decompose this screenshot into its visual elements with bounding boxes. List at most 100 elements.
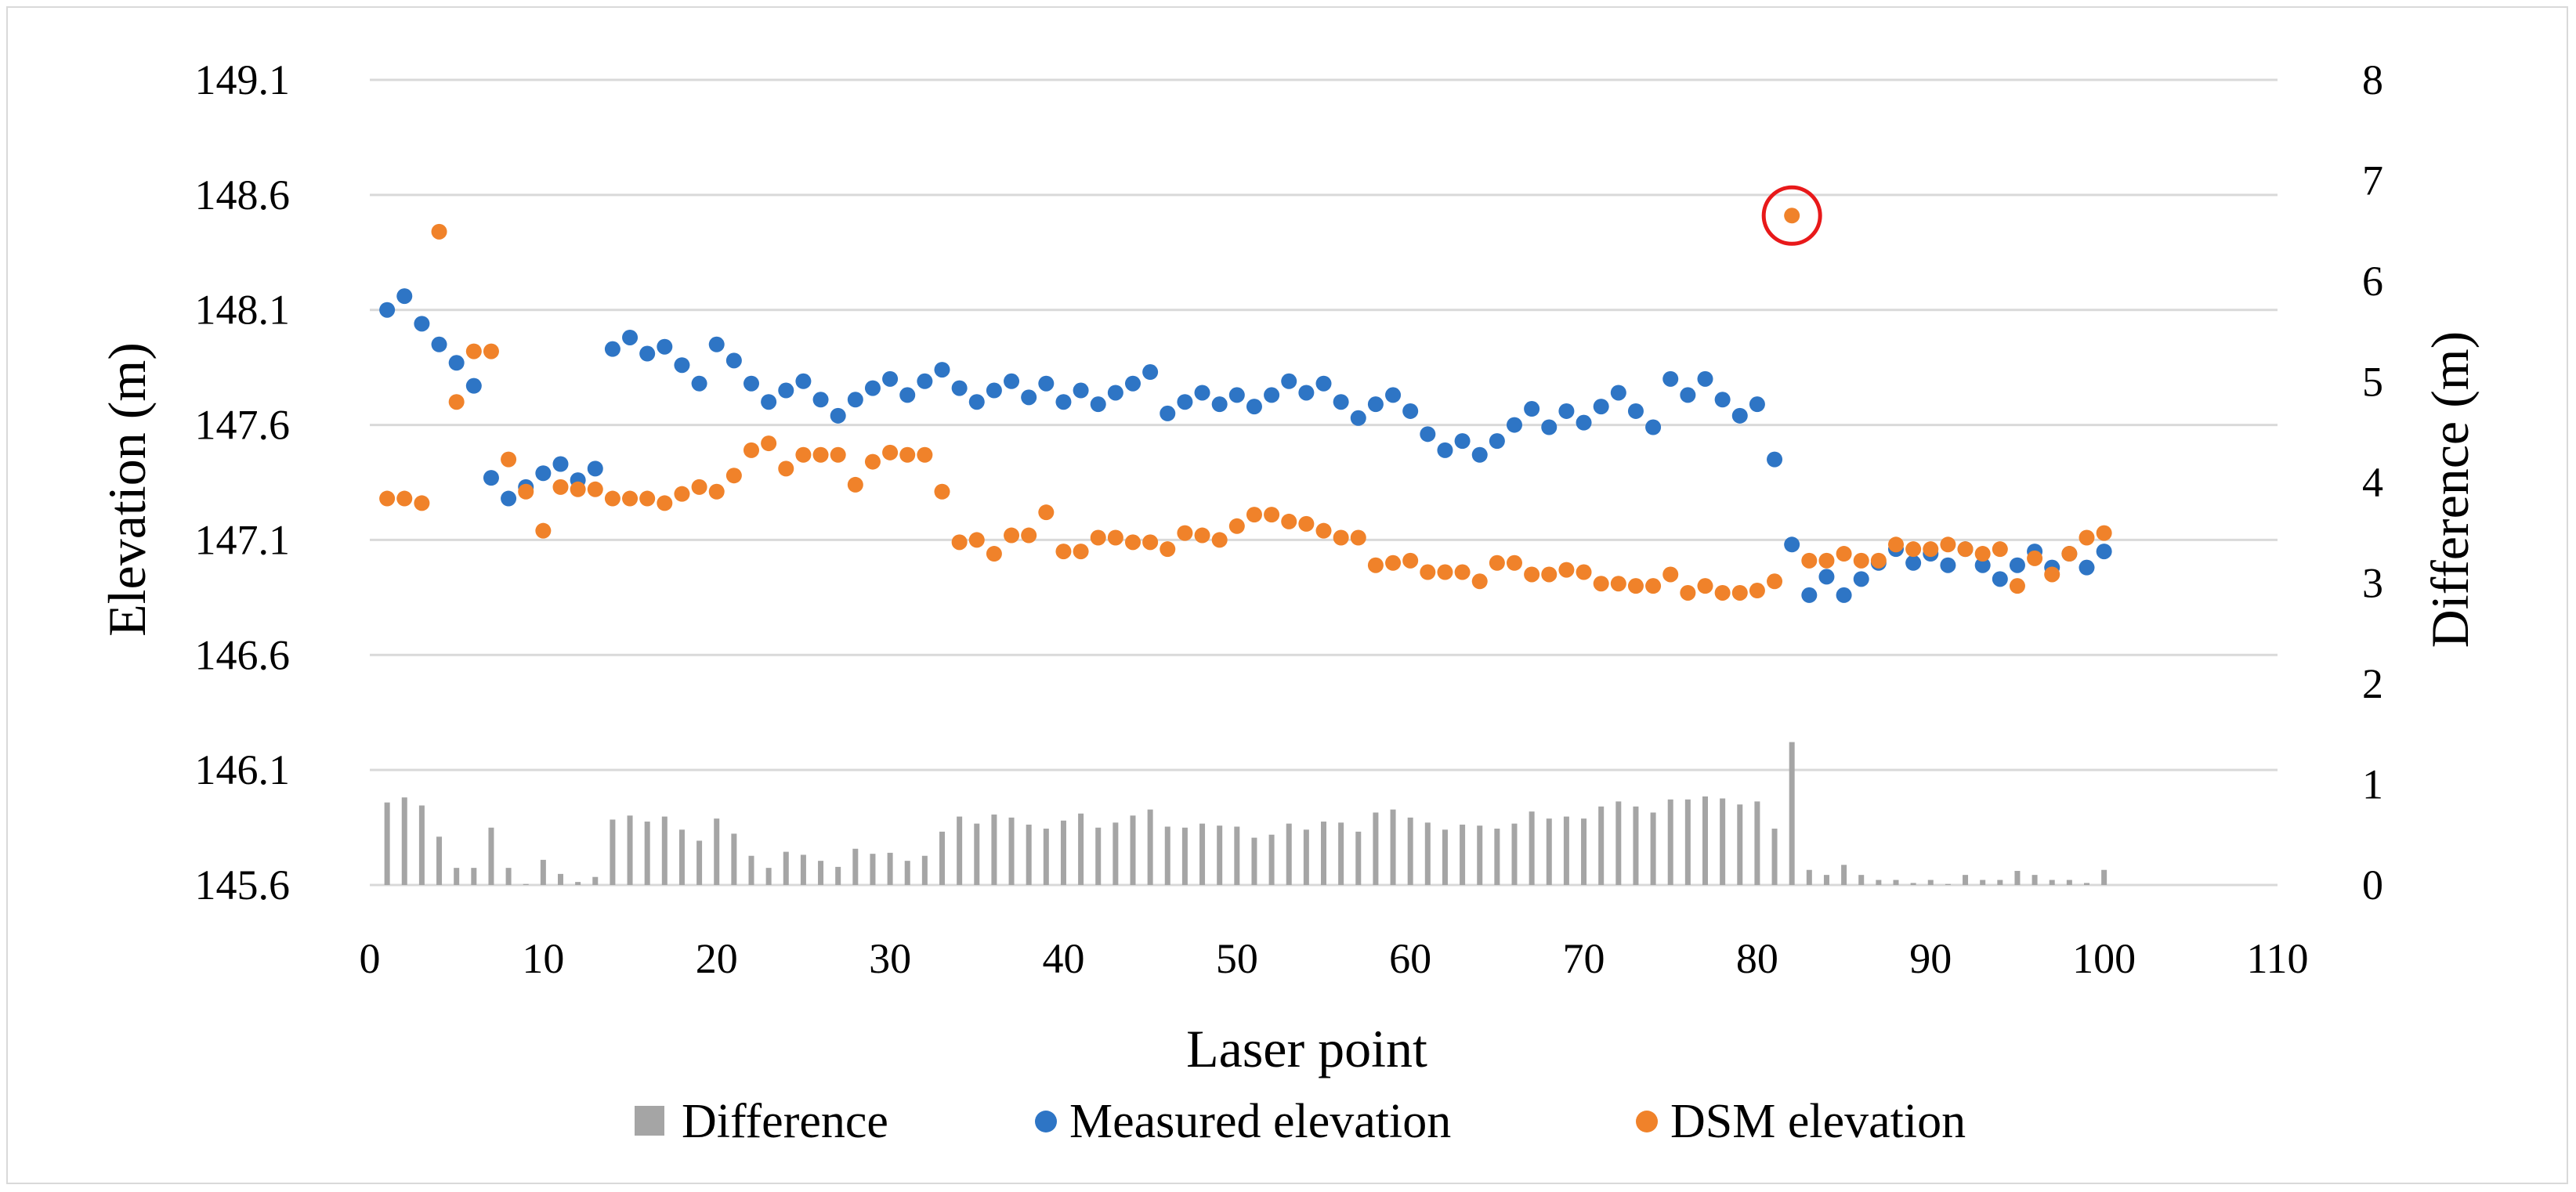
x-tick-label: 80 bbox=[1736, 935, 1778, 982]
difference-bar bbox=[1373, 812, 1379, 885]
measured-point bbox=[1627, 403, 1644, 419]
dsm-point bbox=[1021, 527, 1037, 544]
dsm-point bbox=[2009, 578, 2025, 594]
difference-bar bbox=[1858, 875, 1865, 885]
measured-point bbox=[1073, 382, 1089, 399]
measured-point bbox=[535, 465, 552, 482]
dsm-point bbox=[1731, 584, 1748, 601]
dsm-point bbox=[379, 490, 396, 507]
dsm-point bbox=[1177, 525, 1193, 541]
dsm-point bbox=[518, 483, 534, 500]
difference-bar bbox=[1546, 818, 1552, 885]
measured-point bbox=[1714, 392, 1731, 408]
difference-bar bbox=[1008, 817, 1015, 885]
dsm-point bbox=[1714, 584, 1731, 601]
dsm-point bbox=[1489, 554, 1505, 571]
difference-bar bbox=[1355, 831, 1362, 885]
difference-bar bbox=[2066, 880, 2072, 885]
difference-bar bbox=[1841, 865, 1847, 885]
dsm-point bbox=[1350, 529, 1366, 546]
difference-bar bbox=[1563, 816, 1569, 885]
y2-tick-label: 4 bbox=[2362, 459, 2383, 506]
measured-point bbox=[1610, 385, 1626, 401]
dsm-point bbox=[431, 223, 447, 240]
dsm-point bbox=[1125, 534, 1141, 551]
dsm-point bbox=[1749, 583, 1765, 599]
measured-point bbox=[1228, 387, 1245, 403]
dsm-point bbox=[1211, 532, 1228, 548]
y-axis-ticks: 145.6 146.1 146.6 147.1 147.6 148.1 148.6 149.1 bbox=[195, 56, 291, 908]
measured-point bbox=[1160, 405, 1176, 421]
y-tick-label: 147.1 bbox=[195, 516, 291, 563]
x-tick-label: 110 bbox=[2247, 935, 2309, 982]
difference-bar bbox=[558, 873, 563, 885]
dsm-point bbox=[1420, 564, 1436, 580]
dsm-point bbox=[1593, 576, 1609, 592]
difference-bar bbox=[2101, 869, 2107, 885]
measured-point bbox=[1767, 451, 1783, 468]
difference-bar bbox=[1095, 827, 1102, 885]
difference-bar bbox=[2031, 875, 2038, 885]
dsm-point bbox=[1818, 552, 1835, 569]
measured-point bbox=[2079, 559, 2095, 576]
dsm-point bbox=[1073, 544, 1089, 560]
measured-point bbox=[1645, 419, 1662, 435]
difference-bar bbox=[1147, 809, 1153, 885]
dsm-point bbox=[1402, 552, 1419, 569]
dsm-point bbox=[1870, 552, 1887, 569]
measured-point bbox=[778, 382, 794, 399]
x-tick-label: 60 bbox=[1389, 935, 1431, 982]
x-tick-label: 20 bbox=[696, 935, 738, 982]
dsm-point bbox=[917, 446, 933, 463]
difference-bar bbox=[1511, 823, 1518, 885]
measured-point bbox=[1801, 587, 1818, 603]
dsm-point bbox=[691, 479, 707, 495]
measured-point bbox=[1264, 387, 1280, 403]
difference-bar bbox=[384, 802, 390, 885]
y2-tick-label: 0 bbox=[2362, 861, 2383, 908]
difference-bar bbox=[1477, 825, 1483, 885]
difference-bar bbox=[1529, 811, 1535, 885]
dsm-point bbox=[830, 446, 846, 463]
dsm-point bbox=[1055, 544, 1072, 560]
dsm-point bbox=[743, 442, 759, 458]
difference-bar bbox=[1963, 875, 1969, 885]
dsm-point bbox=[639, 490, 656, 507]
measured-point bbox=[657, 338, 673, 355]
legend-label-measured-elevation: Measured elevation bbox=[1069, 1095, 1451, 1148]
difference-bar bbox=[1060, 820, 1066, 885]
difference-bar bbox=[1806, 869, 1812, 885]
measured-point bbox=[552, 456, 569, 472]
difference-bar bbox=[783, 851, 789, 885]
dsm-point bbox=[899, 446, 916, 463]
dsm-point bbox=[1992, 541, 2008, 558]
measured-point bbox=[882, 370, 899, 387]
dsm-point bbox=[864, 453, 881, 470]
highlight-circle-group bbox=[1761, 185, 1822, 246]
difference-bar bbox=[2049, 880, 2055, 885]
measured-point bbox=[986, 382, 1002, 399]
measured-point bbox=[743, 375, 759, 392]
difference-bar bbox=[401, 797, 407, 885]
measured-point bbox=[622, 329, 639, 345]
dsm-point bbox=[1142, 534, 1159, 551]
measured-point bbox=[448, 355, 465, 371]
difference-bar bbox=[887, 852, 893, 885]
measured-point bbox=[951, 380, 968, 396]
dsm-point bbox=[1281, 513, 1297, 529]
difference-bar bbox=[1893, 880, 1899, 885]
dsm-point bbox=[2079, 529, 2095, 546]
dsm-point bbox=[1905, 541, 1922, 558]
x-tick-label: 30 bbox=[869, 935, 911, 982]
difference-bar bbox=[1720, 798, 1726, 885]
dsm-point bbox=[1333, 529, 1349, 546]
dsm-point bbox=[1385, 554, 1402, 571]
difference-bar bbox=[1268, 834, 1275, 885]
measured-point bbox=[587, 461, 603, 477]
measured-point bbox=[1697, 370, 1713, 387]
difference-bar bbox=[696, 840, 703, 885]
measured-point bbox=[1818, 569, 1835, 585]
dsm-point bbox=[2044, 566, 2060, 583]
measured-point bbox=[1350, 410, 1366, 426]
measured-point bbox=[708, 336, 725, 352]
